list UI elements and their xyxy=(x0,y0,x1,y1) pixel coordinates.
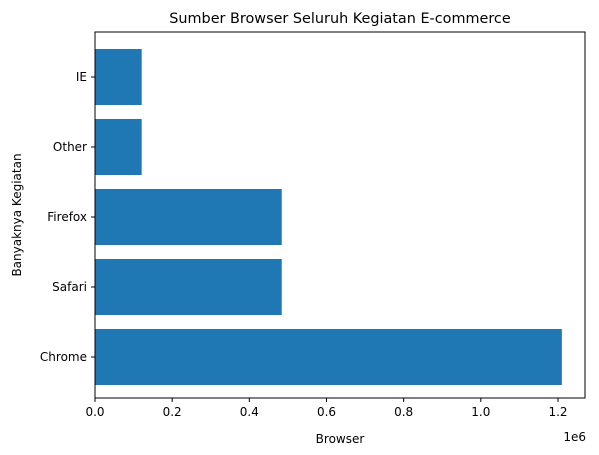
chart-title: Sumber Browser Seluruh Kegiatan E-commer… xyxy=(169,11,511,27)
y-tick-label-other: Other xyxy=(53,140,87,154)
y-tick-label-safari: Safari xyxy=(52,280,87,294)
plot-frame xyxy=(94,31,586,399)
y-axis-ticks: Chrome Safari Firefox Other IE xyxy=(40,70,95,364)
x-offset-label: 1e6 xyxy=(563,430,586,444)
bar-ie xyxy=(95,49,142,105)
bar-other xyxy=(95,119,142,175)
x-tick-label: 0.2 xyxy=(163,405,182,419)
y-tick-label-chrome: Chrome xyxy=(40,350,87,364)
x-tick-label: 0.4 xyxy=(240,405,259,419)
x-tick-label: 1.0 xyxy=(471,405,490,419)
y-axis-label: Banyaknya Kegiatan xyxy=(10,153,24,276)
x-tick-label: 0.8 xyxy=(394,405,413,419)
y-tick-label-ie: IE xyxy=(76,70,87,84)
bars-group xyxy=(95,49,562,385)
x-tick-label: 1.2 xyxy=(548,405,567,419)
x-tick-label: 0.6 xyxy=(317,405,336,419)
y-tick-label-firefox: Firefox xyxy=(47,210,87,224)
x-tick-label: 0.0 xyxy=(85,405,104,419)
bar-firefox xyxy=(95,189,282,245)
bar-safari xyxy=(95,259,282,315)
x-axis-ticks: 0.0 0.2 0.4 0.6 0.8 1.0 1.2 xyxy=(85,398,568,419)
x-axis-label: Browser xyxy=(316,432,365,446)
bar-chrome xyxy=(95,329,562,385)
